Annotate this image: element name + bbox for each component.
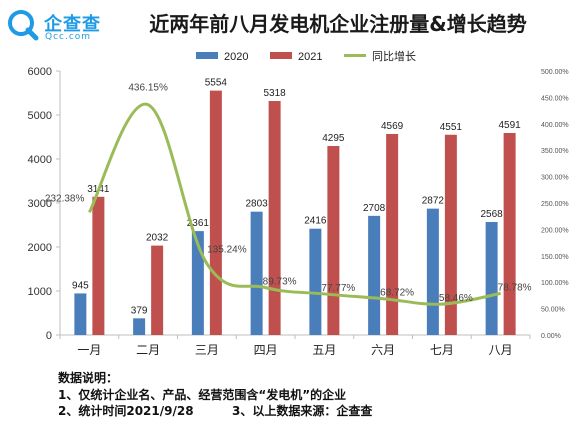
- bar-value-label: 5318: [264, 88, 287, 99]
- y-left-tick-label: 0: [46, 330, 52, 342]
- bar-value-label: 2416: [304, 216, 327, 227]
- y-left-tick-label: 5000: [28, 110, 52, 122]
- bar-value-label: 2803: [246, 199, 269, 210]
- growth-value-label: 135.24%: [207, 245, 247, 256]
- y-right-tick-label: 200.00%: [541, 227, 569, 234]
- x-category-label: 七月: [430, 343, 454, 357]
- y-left-tick-label: 4000: [28, 154, 52, 166]
- bar-value-label: 5554: [205, 78, 228, 89]
- y-left-tick-label: 1000: [28, 286, 52, 298]
- bar-2020: [368, 215, 381, 335]
- bar-2020: [250, 211, 263, 335]
- y-right-tick-label: 400.00%: [541, 122, 569, 129]
- y-right-tick-label: 0.00%: [541, 333, 561, 340]
- bar-value-label: 2872: [422, 196, 445, 207]
- chart-title: 近两年前八月发电机企业注册量&增长趋势: [149, 12, 527, 36]
- y-left-tick-label: 6000: [28, 66, 52, 78]
- bar-value-label: 945: [72, 280, 89, 291]
- note-line-1: 1、仅统计企业名、产品、经营范围含“发电机”的企业: [58, 388, 347, 402]
- bar-value-label: 2032: [146, 233, 169, 244]
- qcc-logo-icon: [8, 10, 39, 41]
- bar-2021: [444, 134, 457, 335]
- logo-name: 企查查: [44, 14, 101, 35]
- y-right-tick-label: 300.00%: [541, 175, 569, 182]
- legend-label: 2021: [298, 51, 322, 63]
- growth-value-label: 77.77%: [321, 283, 355, 294]
- y-right-tick-label: 50.00%: [541, 307, 565, 314]
- growth-value-label: 436.15%: [128, 83, 168, 94]
- bar-value-label: 2568: [481, 209, 504, 220]
- bar-2021: [151, 245, 164, 335]
- combo-chart: 0 1000 2000 3000 4000 5000 6000 0.00% 50.00% 100.…: [28, 49, 569, 357]
- bar-2020: [426, 208, 439, 335]
- growth-value-label: 232.38%: [45, 193, 85, 204]
- bar-2020: [74, 293, 87, 335]
- bar-value-label: 4551: [440, 122, 463, 133]
- legend-swatch-2020: [196, 52, 218, 59]
- bar-2021: [209, 90, 222, 336]
- bar-value-label: 4569: [381, 121, 404, 132]
- bar-value-label: 2361: [187, 218, 210, 229]
- y-left-tick-label: 3000: [28, 198, 52, 210]
- bar-2020: [191, 231, 204, 335]
- brand-logo: 企查查 Qcc.com: [6, 8, 118, 48]
- bar-2020: [133, 318, 146, 335]
- bar-2021: [503, 132, 516, 335]
- note-line-2: 2、统计时间2021/9/28: [58, 404, 194, 418]
- x-category-label: 五月: [312, 343, 336, 357]
- y-right-tick-label: 250.00%: [541, 201, 569, 208]
- x-category-label: 六月: [371, 343, 395, 357]
- bar-value-label: 379: [131, 305, 148, 316]
- y-right-tick-label: 500.00%: [541, 69, 569, 76]
- bar-2021: [386, 133, 399, 335]
- x-category-label: 八月: [489, 343, 513, 357]
- x-category-label: 一月: [77, 343, 101, 357]
- logo-domain: Qcc.com: [45, 32, 92, 42]
- y-right-tick-label: 350.00%: [541, 148, 569, 155]
- bar-2021: [92, 196, 105, 335]
- bar-value-label: 4591: [499, 120, 522, 131]
- y-right-tick-label: 450.00%: [541, 95, 569, 102]
- bar-2021: [327, 146, 340, 335]
- x-category-label: 三月: [195, 343, 219, 357]
- legend-label: 同比增长: [372, 49, 416, 63]
- growth-value-label: 68.72%: [380, 288, 414, 299]
- legend-swatch-2021: [270, 52, 292, 59]
- note-line-3: 3、以上数据来源：企查查: [232, 404, 373, 418]
- notes-heading: 数据说明：: [58, 371, 119, 385]
- growth-value-label: 89.73%: [263, 277, 297, 288]
- y-left-tick-label: 2000: [28, 242, 52, 254]
- bar-2020: [309, 228, 322, 335]
- bar-value-label: 2708: [363, 203, 386, 214]
- bar-value-label: 4295: [322, 133, 345, 144]
- y-right-tick-label: 100.00%: [541, 280, 569, 287]
- growth-value-label: 58.46%: [439, 293, 473, 304]
- legend-label: 2020: [224, 51, 248, 63]
- bar-2020: [485, 222, 498, 335]
- x-category-label: 二月: [136, 343, 160, 357]
- growth-line: [88, 102, 501, 306]
- bar-2021: [268, 101, 281, 336]
- y-right-tick-label: 150.00%: [541, 254, 569, 261]
- growth-value-label: 78.78%: [498, 282, 532, 293]
- x-category-label: 四月: [254, 343, 278, 357]
